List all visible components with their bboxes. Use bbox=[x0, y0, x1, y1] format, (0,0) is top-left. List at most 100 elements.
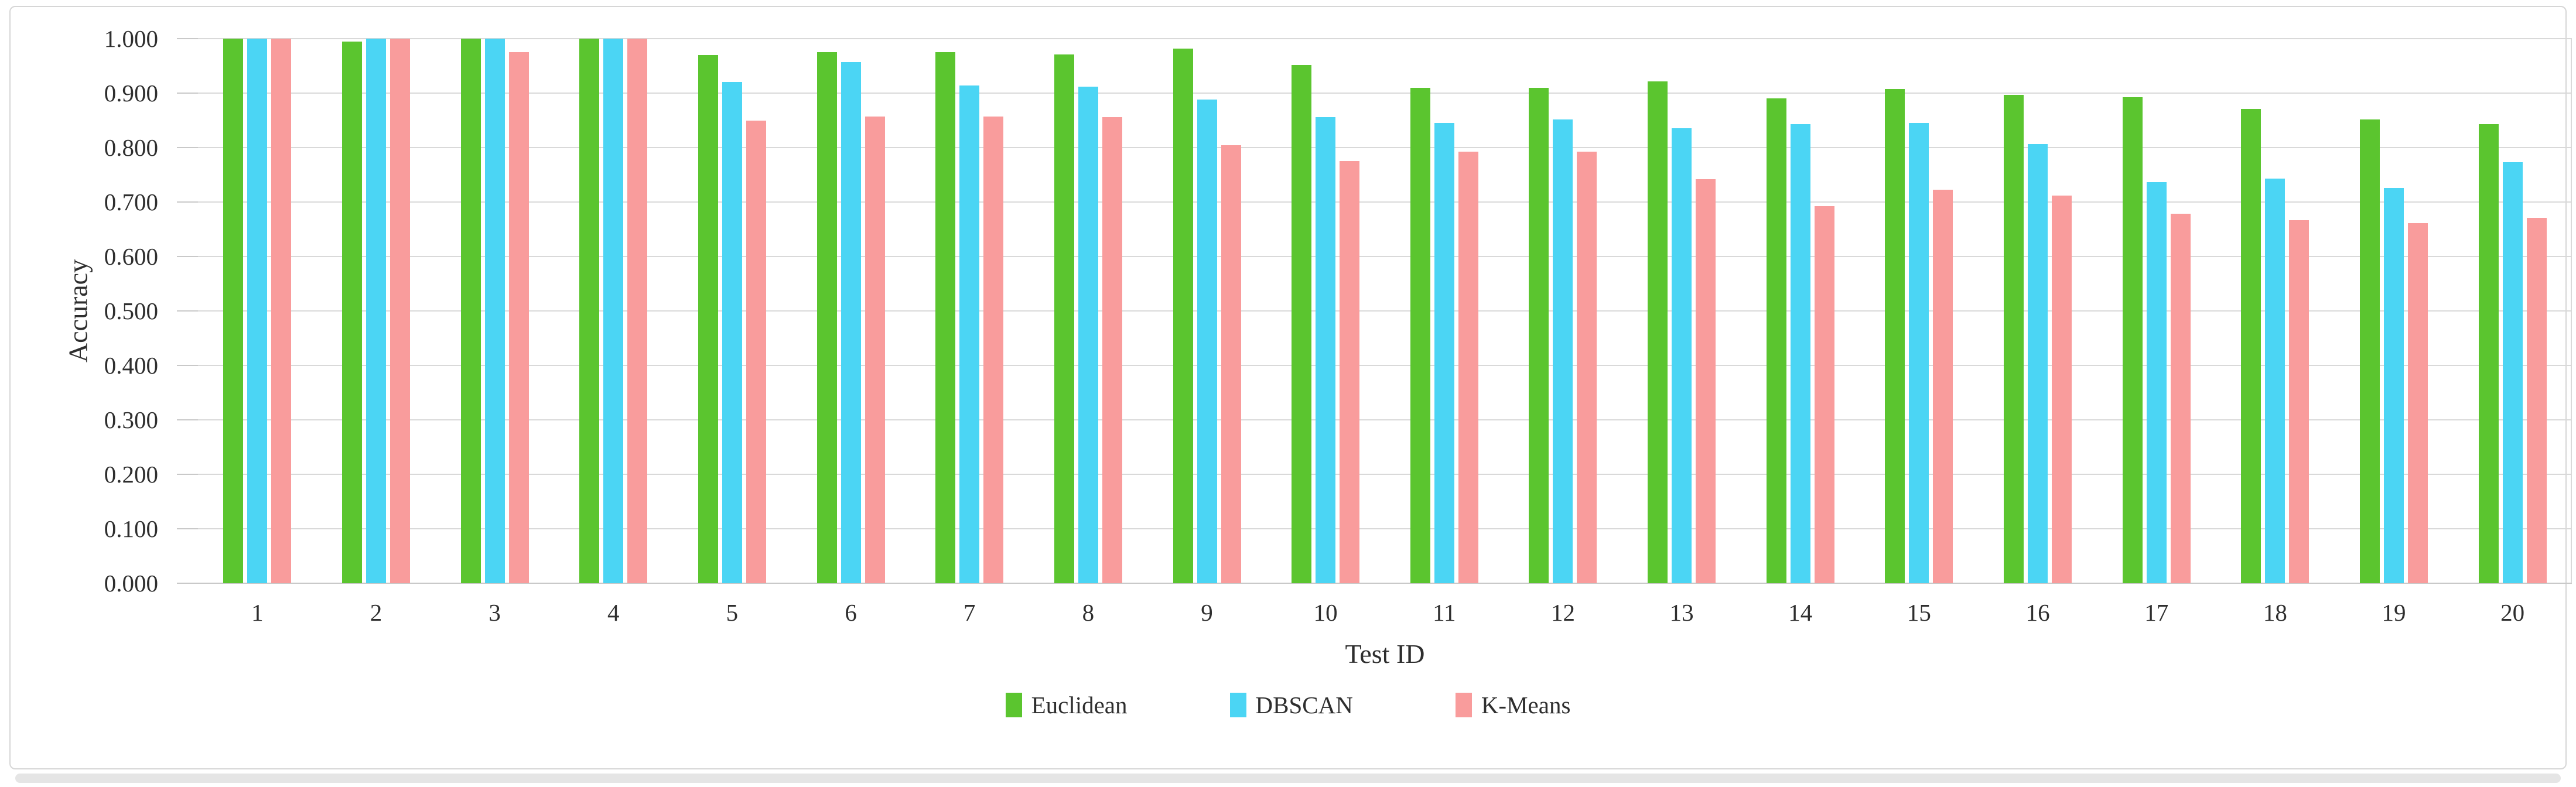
bar-group-20 bbox=[2453, 39, 2572, 583]
bar-dbscan-6 bbox=[841, 62, 861, 583]
gridline bbox=[198, 474, 2572, 475]
x-axis-tick-label: 10 bbox=[1313, 599, 1338, 626]
x-axis-tick-label: 15 bbox=[1907, 599, 1931, 626]
bar-euclidean-19 bbox=[2360, 119, 2380, 583]
y-axis-tick-mark bbox=[177, 38, 198, 39]
x-axis-tick-label: 13 bbox=[1669, 599, 1694, 626]
bar-euclidean-6 bbox=[816, 52, 837, 583]
bar-k-means-20 bbox=[2526, 217, 2547, 583]
x-axis-tick-label: 3 bbox=[488, 599, 501, 626]
figure-frame: Accuracy 1.000 0.900 0.800 0.700 0.600 0.500 0… bbox=[9, 6, 2572, 769]
x-axis-tick-label: 7 bbox=[963, 599, 976, 626]
bar-euclidean-20 bbox=[2478, 124, 2499, 583]
bar-dbscan-3 bbox=[484, 39, 505, 583]
bar-dbscan-9 bbox=[1197, 100, 1217, 583]
gridline bbox=[198, 147, 2572, 148]
plot-area bbox=[198, 38, 2572, 584]
bar-group-15 bbox=[1860, 39, 1979, 583]
bar-k-means-16 bbox=[2052, 195, 2072, 583]
bar-euclidean-5 bbox=[698, 54, 718, 583]
gridline bbox=[198, 93, 2572, 94]
bar-dbscan-1 bbox=[247, 39, 268, 583]
bar-k-means-11 bbox=[1458, 151, 1478, 583]
bar-dbscan-17 bbox=[2146, 182, 2167, 583]
y-axis-tick-mark bbox=[177, 93, 198, 94]
horizontal-scrollbar[interactable] bbox=[15, 774, 2561, 783]
bar-dbscan-10 bbox=[1316, 117, 1336, 583]
bar-euclidean-10 bbox=[1292, 64, 1312, 583]
bar-euclidean-12 bbox=[1529, 87, 1549, 583]
bar-euclidean-14 bbox=[1766, 98, 1786, 583]
legend-label: DBSCAN bbox=[1255, 692, 1353, 718]
x-axis-tick-label: 5 bbox=[726, 599, 739, 626]
bar-euclidean-17 bbox=[2122, 97, 2143, 583]
x-axis-tick-label: 11 bbox=[1433, 599, 1456, 626]
bar-dbscan-11 bbox=[1434, 123, 1454, 583]
bar-k-means-13 bbox=[1696, 179, 1716, 583]
bar-group-2 bbox=[317, 39, 436, 583]
gridline bbox=[198, 256, 2572, 257]
y-axis-tick-mark bbox=[177, 528, 198, 529]
bar-group-1 bbox=[198, 39, 317, 583]
bar-group-12 bbox=[1504, 39, 1622, 583]
bar-group-17 bbox=[2097, 39, 2216, 583]
bar-euclidean-16 bbox=[2004, 94, 2024, 583]
bar-k-means-1 bbox=[271, 39, 292, 583]
x-axis-tick-label: 12 bbox=[1550, 599, 1575, 626]
x-axis-tick-label: 19 bbox=[2382, 599, 2406, 626]
gridline bbox=[198, 365, 2572, 366]
bar-dbscan-13 bbox=[1672, 128, 1692, 583]
y-axis-tick-label: 0.400 bbox=[104, 352, 158, 379]
bar-euclidean-4 bbox=[579, 39, 600, 583]
x-axis-line bbox=[198, 583, 2572, 584]
bar-group-18 bbox=[2216, 39, 2335, 583]
y-axis-tick-label: 0.800 bbox=[104, 134, 158, 161]
legend: Euclidean DBSCAN K-Means bbox=[11, 691, 2565, 719]
gridline bbox=[198, 38, 2572, 39]
bar-dbscan-5 bbox=[722, 82, 742, 583]
x-axis-tick-label: 9 bbox=[1201, 599, 1213, 626]
legend-item-dbscan: DBSCAN bbox=[1229, 691, 1353, 719]
bar-group-8 bbox=[1029, 39, 1148, 583]
y-axis-tick-label: 0.100 bbox=[104, 515, 158, 542]
bar-group-14 bbox=[1741, 39, 1860, 583]
gridline bbox=[198, 201, 2572, 203]
bar-group-3 bbox=[435, 39, 554, 583]
bar-k-means-14 bbox=[1814, 206, 1834, 583]
gridline bbox=[198, 419, 2572, 420]
y-axis-tick-mark bbox=[177, 147, 198, 148]
bar-k-means-18 bbox=[2289, 220, 2309, 583]
y-axis-tick-mark bbox=[177, 201, 198, 203]
bar-k-means-15 bbox=[1933, 189, 1953, 583]
y-axis-tick-mark bbox=[177, 310, 198, 312]
bar-group-16 bbox=[1979, 39, 2097, 583]
x-axis-tick-label: 4 bbox=[607, 599, 620, 626]
bar-group-19 bbox=[2335, 39, 2454, 583]
bar-euclidean-8 bbox=[1054, 54, 1074, 583]
bar-group-7 bbox=[910, 39, 1029, 583]
bar-euclidean-18 bbox=[2241, 108, 2261, 583]
bar-k-means-7 bbox=[983, 117, 1004, 583]
bar-dbscan-2 bbox=[365, 39, 386, 583]
bar-group-4 bbox=[554, 39, 673, 583]
bar-dbscan-15 bbox=[1909, 123, 1929, 583]
y-axis-tick-label: 0.500 bbox=[104, 297, 158, 324]
bar-k-means-6 bbox=[865, 117, 885, 583]
legend-swatch-icon bbox=[1005, 693, 1022, 717]
x-axis-tick-label: 1 bbox=[251, 599, 264, 626]
y-axis-tick-label: 0.900 bbox=[104, 80, 158, 107]
y-axis-tick-label: 1.000 bbox=[104, 25, 158, 52]
bar-euclidean-7 bbox=[935, 52, 956, 583]
bar-k-means-10 bbox=[1340, 161, 1360, 583]
bar-dbscan-4 bbox=[603, 39, 624, 583]
bar-euclidean-1 bbox=[223, 39, 244, 583]
bar-dbscan-19 bbox=[2384, 187, 2404, 583]
bar-k-means-17 bbox=[2170, 213, 2191, 583]
bar-euclidean-11 bbox=[1410, 87, 1430, 583]
legend-label: Euclidean bbox=[1031, 692, 1128, 718]
bar-group-13 bbox=[1622, 39, 1741, 583]
x-axis-tick-label: 14 bbox=[1788, 599, 1813, 626]
bar-dbscan-14 bbox=[1790, 124, 1810, 583]
bar-dbscan-16 bbox=[2028, 144, 2048, 583]
x-axis-tick-label: 16 bbox=[2025, 599, 2050, 626]
